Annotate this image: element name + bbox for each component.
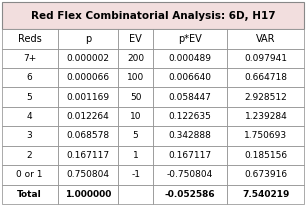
Text: -1: -1 bbox=[131, 170, 140, 179]
Bar bbox=[153, 68, 227, 88]
Bar bbox=[58, 29, 118, 49]
Bar bbox=[2, 185, 58, 204]
Bar bbox=[58, 126, 118, 146]
Bar bbox=[2, 49, 58, 68]
Bar bbox=[118, 185, 153, 204]
Text: 1: 1 bbox=[133, 151, 138, 160]
Text: 0.185156: 0.185156 bbox=[244, 151, 287, 160]
Bar bbox=[118, 107, 153, 126]
Text: 1.000000: 1.000000 bbox=[65, 190, 111, 199]
Bar bbox=[58, 88, 118, 107]
Text: 0.000489: 0.000489 bbox=[169, 54, 212, 63]
Bar bbox=[153, 146, 227, 165]
Text: 0.000002: 0.000002 bbox=[66, 54, 109, 63]
Bar bbox=[227, 29, 304, 49]
Text: VAR: VAR bbox=[256, 34, 276, 44]
Bar bbox=[153, 107, 227, 126]
Bar bbox=[153, 49, 227, 68]
Bar bbox=[227, 185, 304, 204]
Text: 0.000066: 0.000066 bbox=[66, 73, 110, 82]
Text: 0.097941: 0.097941 bbox=[244, 54, 287, 63]
Text: 200: 200 bbox=[127, 54, 144, 63]
Bar bbox=[153, 185, 227, 204]
Bar bbox=[227, 88, 304, 107]
Text: p*EV: p*EV bbox=[178, 34, 202, 44]
Text: 0.664718: 0.664718 bbox=[244, 73, 287, 82]
Text: Total: Total bbox=[17, 190, 42, 199]
Text: 0.122635: 0.122635 bbox=[169, 112, 211, 121]
Text: Reds: Reds bbox=[18, 34, 41, 44]
Text: 1.750693: 1.750693 bbox=[244, 131, 287, 140]
Bar bbox=[227, 107, 304, 126]
Bar bbox=[118, 88, 153, 107]
Text: 7.540219: 7.540219 bbox=[242, 190, 289, 199]
Bar bbox=[2, 2, 304, 29]
Bar bbox=[2, 88, 58, 107]
Bar bbox=[2, 68, 58, 88]
Bar bbox=[58, 165, 118, 185]
Text: 7+: 7+ bbox=[23, 54, 36, 63]
Bar bbox=[118, 68, 153, 88]
Text: 0.058447: 0.058447 bbox=[169, 93, 211, 102]
Bar bbox=[2, 146, 58, 165]
Text: 5: 5 bbox=[27, 93, 32, 102]
Text: 0.001169: 0.001169 bbox=[66, 93, 110, 102]
Text: 50: 50 bbox=[130, 93, 141, 102]
Bar bbox=[2, 126, 58, 146]
Text: -0.052586: -0.052586 bbox=[165, 190, 215, 199]
Text: 6: 6 bbox=[27, 73, 32, 82]
Text: 1.239284: 1.239284 bbox=[244, 112, 287, 121]
Bar bbox=[2, 107, 58, 126]
Text: 4: 4 bbox=[27, 112, 32, 121]
Bar bbox=[58, 146, 118, 165]
Bar bbox=[227, 146, 304, 165]
Bar bbox=[227, 49, 304, 68]
Bar bbox=[153, 126, 227, 146]
Bar bbox=[227, 165, 304, 185]
Bar bbox=[153, 88, 227, 107]
Bar bbox=[58, 185, 118, 204]
Text: 0.012264: 0.012264 bbox=[66, 112, 109, 121]
Text: -0.750804: -0.750804 bbox=[167, 170, 213, 179]
Text: 5: 5 bbox=[133, 131, 138, 140]
Text: 0.673916: 0.673916 bbox=[244, 170, 287, 179]
Text: 0.342888: 0.342888 bbox=[169, 131, 211, 140]
Bar bbox=[2, 29, 58, 49]
Bar bbox=[58, 68, 118, 88]
Text: 0.068578: 0.068578 bbox=[66, 131, 110, 140]
Text: p: p bbox=[85, 34, 91, 44]
Bar bbox=[118, 29, 153, 49]
Text: 10: 10 bbox=[130, 112, 141, 121]
Bar bbox=[153, 165, 227, 185]
Bar bbox=[58, 49, 118, 68]
Text: 100: 100 bbox=[127, 73, 144, 82]
Bar bbox=[118, 165, 153, 185]
Text: 0.167117: 0.167117 bbox=[169, 151, 212, 160]
Text: 0.167117: 0.167117 bbox=[66, 151, 110, 160]
Bar bbox=[227, 126, 304, 146]
Text: 2.928512: 2.928512 bbox=[244, 93, 287, 102]
Text: 2: 2 bbox=[27, 151, 32, 160]
Bar bbox=[118, 146, 153, 165]
Bar bbox=[227, 68, 304, 88]
Bar bbox=[58, 107, 118, 126]
Text: 3: 3 bbox=[27, 131, 32, 140]
Bar bbox=[2, 165, 58, 185]
Text: 0.750804: 0.750804 bbox=[66, 170, 109, 179]
Bar bbox=[118, 49, 153, 68]
Text: EV: EV bbox=[129, 34, 142, 44]
Bar bbox=[118, 126, 153, 146]
Text: 0 or 1: 0 or 1 bbox=[16, 170, 43, 179]
Text: Red Flex Combinatorial Analysis: 6D, H17: Red Flex Combinatorial Analysis: 6D, H17 bbox=[31, 11, 275, 21]
Bar bbox=[153, 29, 227, 49]
Text: 0.006640: 0.006640 bbox=[169, 73, 212, 82]
